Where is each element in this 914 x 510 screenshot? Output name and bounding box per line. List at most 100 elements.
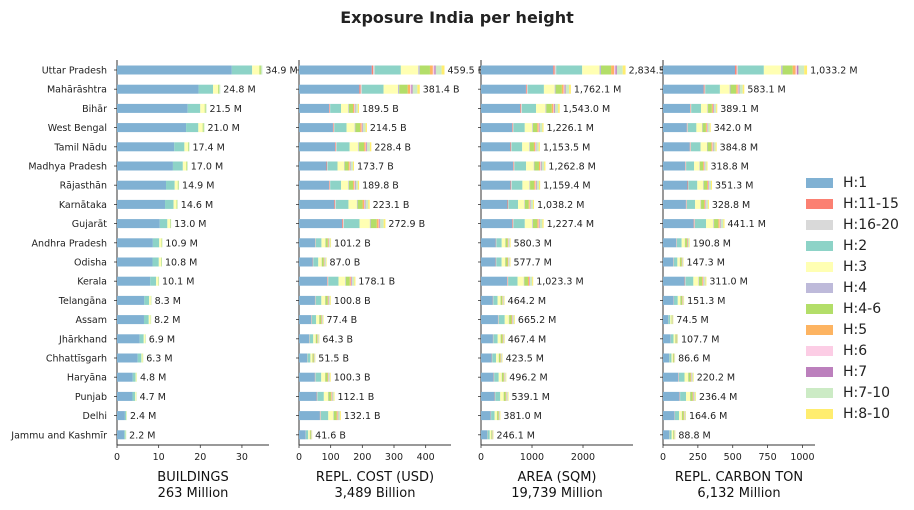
bar-segment — [551, 103, 554, 113]
bar-segment — [318, 257, 322, 267]
bar-segment — [491, 430, 493, 440]
bar-segment — [328, 276, 339, 286]
bar-total-label: 583.1 M — [747, 85, 785, 96]
bar-segment — [312, 353, 314, 363]
bar-segment — [702, 276, 703, 286]
bar-segment — [682, 295, 684, 305]
bar-total-label: 173.7 B — [357, 162, 394, 173]
bar-segment — [718, 219, 720, 229]
bar-segment — [709, 180, 712, 190]
bar-total-label: 6.9 M — [149, 334, 175, 345]
bar-segment — [663, 411, 675, 421]
bar-segment — [686, 161, 695, 171]
bar-segment — [524, 276, 528, 286]
bar-segment — [329, 103, 331, 113]
bar-segment — [383, 84, 399, 94]
bar-segment — [663, 276, 685, 286]
bar-segment — [521, 103, 522, 113]
bar-segment — [690, 142, 691, 152]
bar-segment — [500, 391, 504, 401]
bar-segment — [329, 103, 330, 113]
bar-segment — [611, 65, 615, 75]
legend-swatch — [806, 324, 833, 335]
bar-segment — [368, 199, 370, 209]
bar-segment — [707, 103, 709, 113]
bar-segment — [707, 142, 708, 152]
bar-segment — [309, 430, 311, 440]
bar-segment — [355, 180, 358, 190]
bar-segment — [332, 123, 334, 133]
bar-total-label: 13.0 M — [174, 219, 206, 230]
bar-segment — [663, 315, 669, 325]
bar-segment — [429, 65, 433, 75]
bar-segment — [328, 411, 334, 421]
bar-segment — [343, 219, 360, 229]
bar-segment — [260, 65, 263, 75]
bar-segment — [671, 315, 673, 325]
x-tick-label: 0 — [296, 452, 302, 463]
bar-segment — [332, 391, 334, 401]
bar-segment — [330, 391, 332, 401]
bar-segment — [156, 276, 159, 286]
bar-segment — [177, 180, 179, 190]
bar-segment — [489, 430, 492, 440]
bar-total-label: 74.5 M — [676, 315, 708, 326]
bar-segment — [503, 372, 505, 382]
bar-total-label: 220.2 M — [697, 373, 735, 384]
bar-total-label: 1,262.8 M — [548, 162, 595, 173]
bar-segment — [702, 123, 706, 133]
y-tick-label: Karnātaka — [59, 200, 107, 211]
bar-segment — [502, 372, 504, 382]
bar-segment — [538, 180, 541, 190]
x-tick-label: 20 — [194, 452, 206, 463]
bar-segment — [322, 315, 324, 325]
bar-segment — [707, 199, 709, 209]
bar-segment — [117, 219, 160, 229]
bar-total-label: 8.2 M — [154, 315, 180, 326]
bar-segment — [684, 411, 686, 421]
bar-segment — [670, 334, 674, 344]
bar-segment — [117, 180, 167, 190]
bar-segment — [706, 161, 708, 171]
bar-segment — [680, 257, 682, 267]
bar-segment — [538, 142, 540, 152]
bar-segment — [508, 199, 509, 209]
bar-segment — [663, 65, 736, 75]
bar-segment — [530, 276, 533, 286]
bar-segment — [735, 65, 737, 75]
bar-segment — [345, 276, 346, 286]
bar-segment — [325, 238, 328, 248]
bar-segment — [176, 199, 178, 209]
bar-segment — [325, 257, 327, 267]
legend-item: H:4-6 — [806, 298, 899, 319]
bar-segment — [690, 103, 692, 113]
bar-segment — [614, 65, 616, 75]
bar-segment — [493, 334, 498, 344]
bar-segment — [781, 65, 783, 75]
x-axis-subtitle: 3,489 Billion — [335, 486, 416, 501]
bar-segment — [711, 103, 713, 113]
bar-segment — [496, 353, 499, 363]
bar-segment — [202, 123, 204, 133]
bar-segment — [796, 65, 799, 75]
bar-segment — [315, 372, 322, 382]
y-tick-label: Odisha — [74, 258, 107, 269]
bar-segment — [317, 391, 324, 401]
y-tick-label: Punjab — [75, 392, 107, 403]
bar-segment — [693, 372, 694, 382]
bar-segment — [481, 103, 521, 113]
bar-total-label: 24.8 M — [223, 85, 255, 96]
bar-segment — [711, 142, 713, 152]
bar-segment — [503, 295, 505, 305]
bar-total-label: 580.3 M — [514, 238, 552, 249]
bar-segment — [713, 142, 716, 152]
bar-segment — [417, 84, 420, 94]
bar-segment — [124, 430, 126, 440]
bar-segment — [719, 84, 730, 94]
bar-segment — [299, 161, 327, 171]
bar-segment — [501, 257, 506, 267]
bar-total-label: 1,226.1 M — [547, 123, 594, 134]
bar-total-label: 311.0 M — [709, 277, 747, 288]
bar-segment — [329, 180, 331, 190]
bar-total-label: 1,023.3 M — [536, 277, 583, 288]
